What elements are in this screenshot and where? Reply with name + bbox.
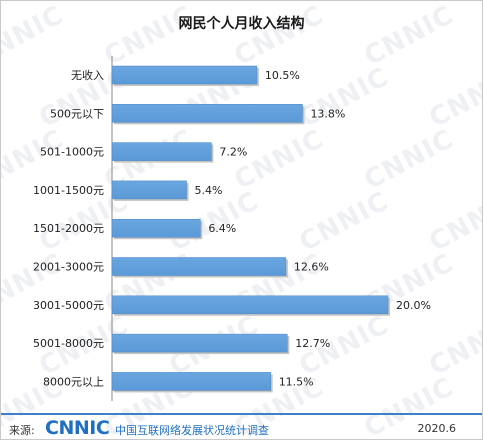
bar [111, 295, 389, 315]
value-label: 10.5% [265, 69, 300, 82]
value-label: 13.8% [310, 107, 345, 120]
bar [111, 333, 288, 353]
category-label: 2001-3000元 [33, 261, 104, 274]
bar [111, 218, 201, 238]
bar [111, 104, 303, 123]
report-date: 2020.6 [417, 422, 457, 435]
category-label: 无收入 [71, 68, 104, 82]
chart-title: 网民个人月收入结构 [178, 16, 305, 32]
source-label: 来源: [9, 424, 35, 437]
bar [111, 372, 271, 391]
value-label: 11.5% [279, 375, 314, 388]
bar [111, 257, 287, 276]
category-label: 3001-5000元 [33, 299, 104, 312]
category-label: 1501-2000元 [33, 222, 104, 235]
bar [111, 180, 187, 200]
footer-divider [1, 413, 482, 415]
bar-chart: 无收入 10.5% 500元以下 13.8% 501-1000元 7.2% 1001-150… [33, 56, 431, 401]
category-label: 8000元以上 [43, 375, 104, 388]
cnnic-logo: CNNIC [45, 417, 110, 439]
value-label: 6.4% [208, 222, 236, 235]
bar [111, 65, 258, 85]
category-label: 500元以下 [50, 107, 104, 120]
value-label: 12.6% [294, 261, 329, 274]
value-label: 7.2% [219, 146, 247, 159]
value-label: 12.7% [295, 337, 330, 350]
bar [111, 142, 212, 161]
value-label: 5.4% [195, 184, 223, 197]
category-label: 1001-1500元 [33, 184, 104, 197]
value-label: 20.0% [396, 299, 431, 312]
footer: 来源: CNNIC 中国互联网络发展状况统计调查 2020.6 [1, 415, 482, 439]
category-label: 5001-8000元 [33, 337, 104, 350]
organization-name: 中国互联网络发展状况统计调查 [115, 424, 269, 437]
category-label: 501-1000元 [40, 146, 104, 159]
